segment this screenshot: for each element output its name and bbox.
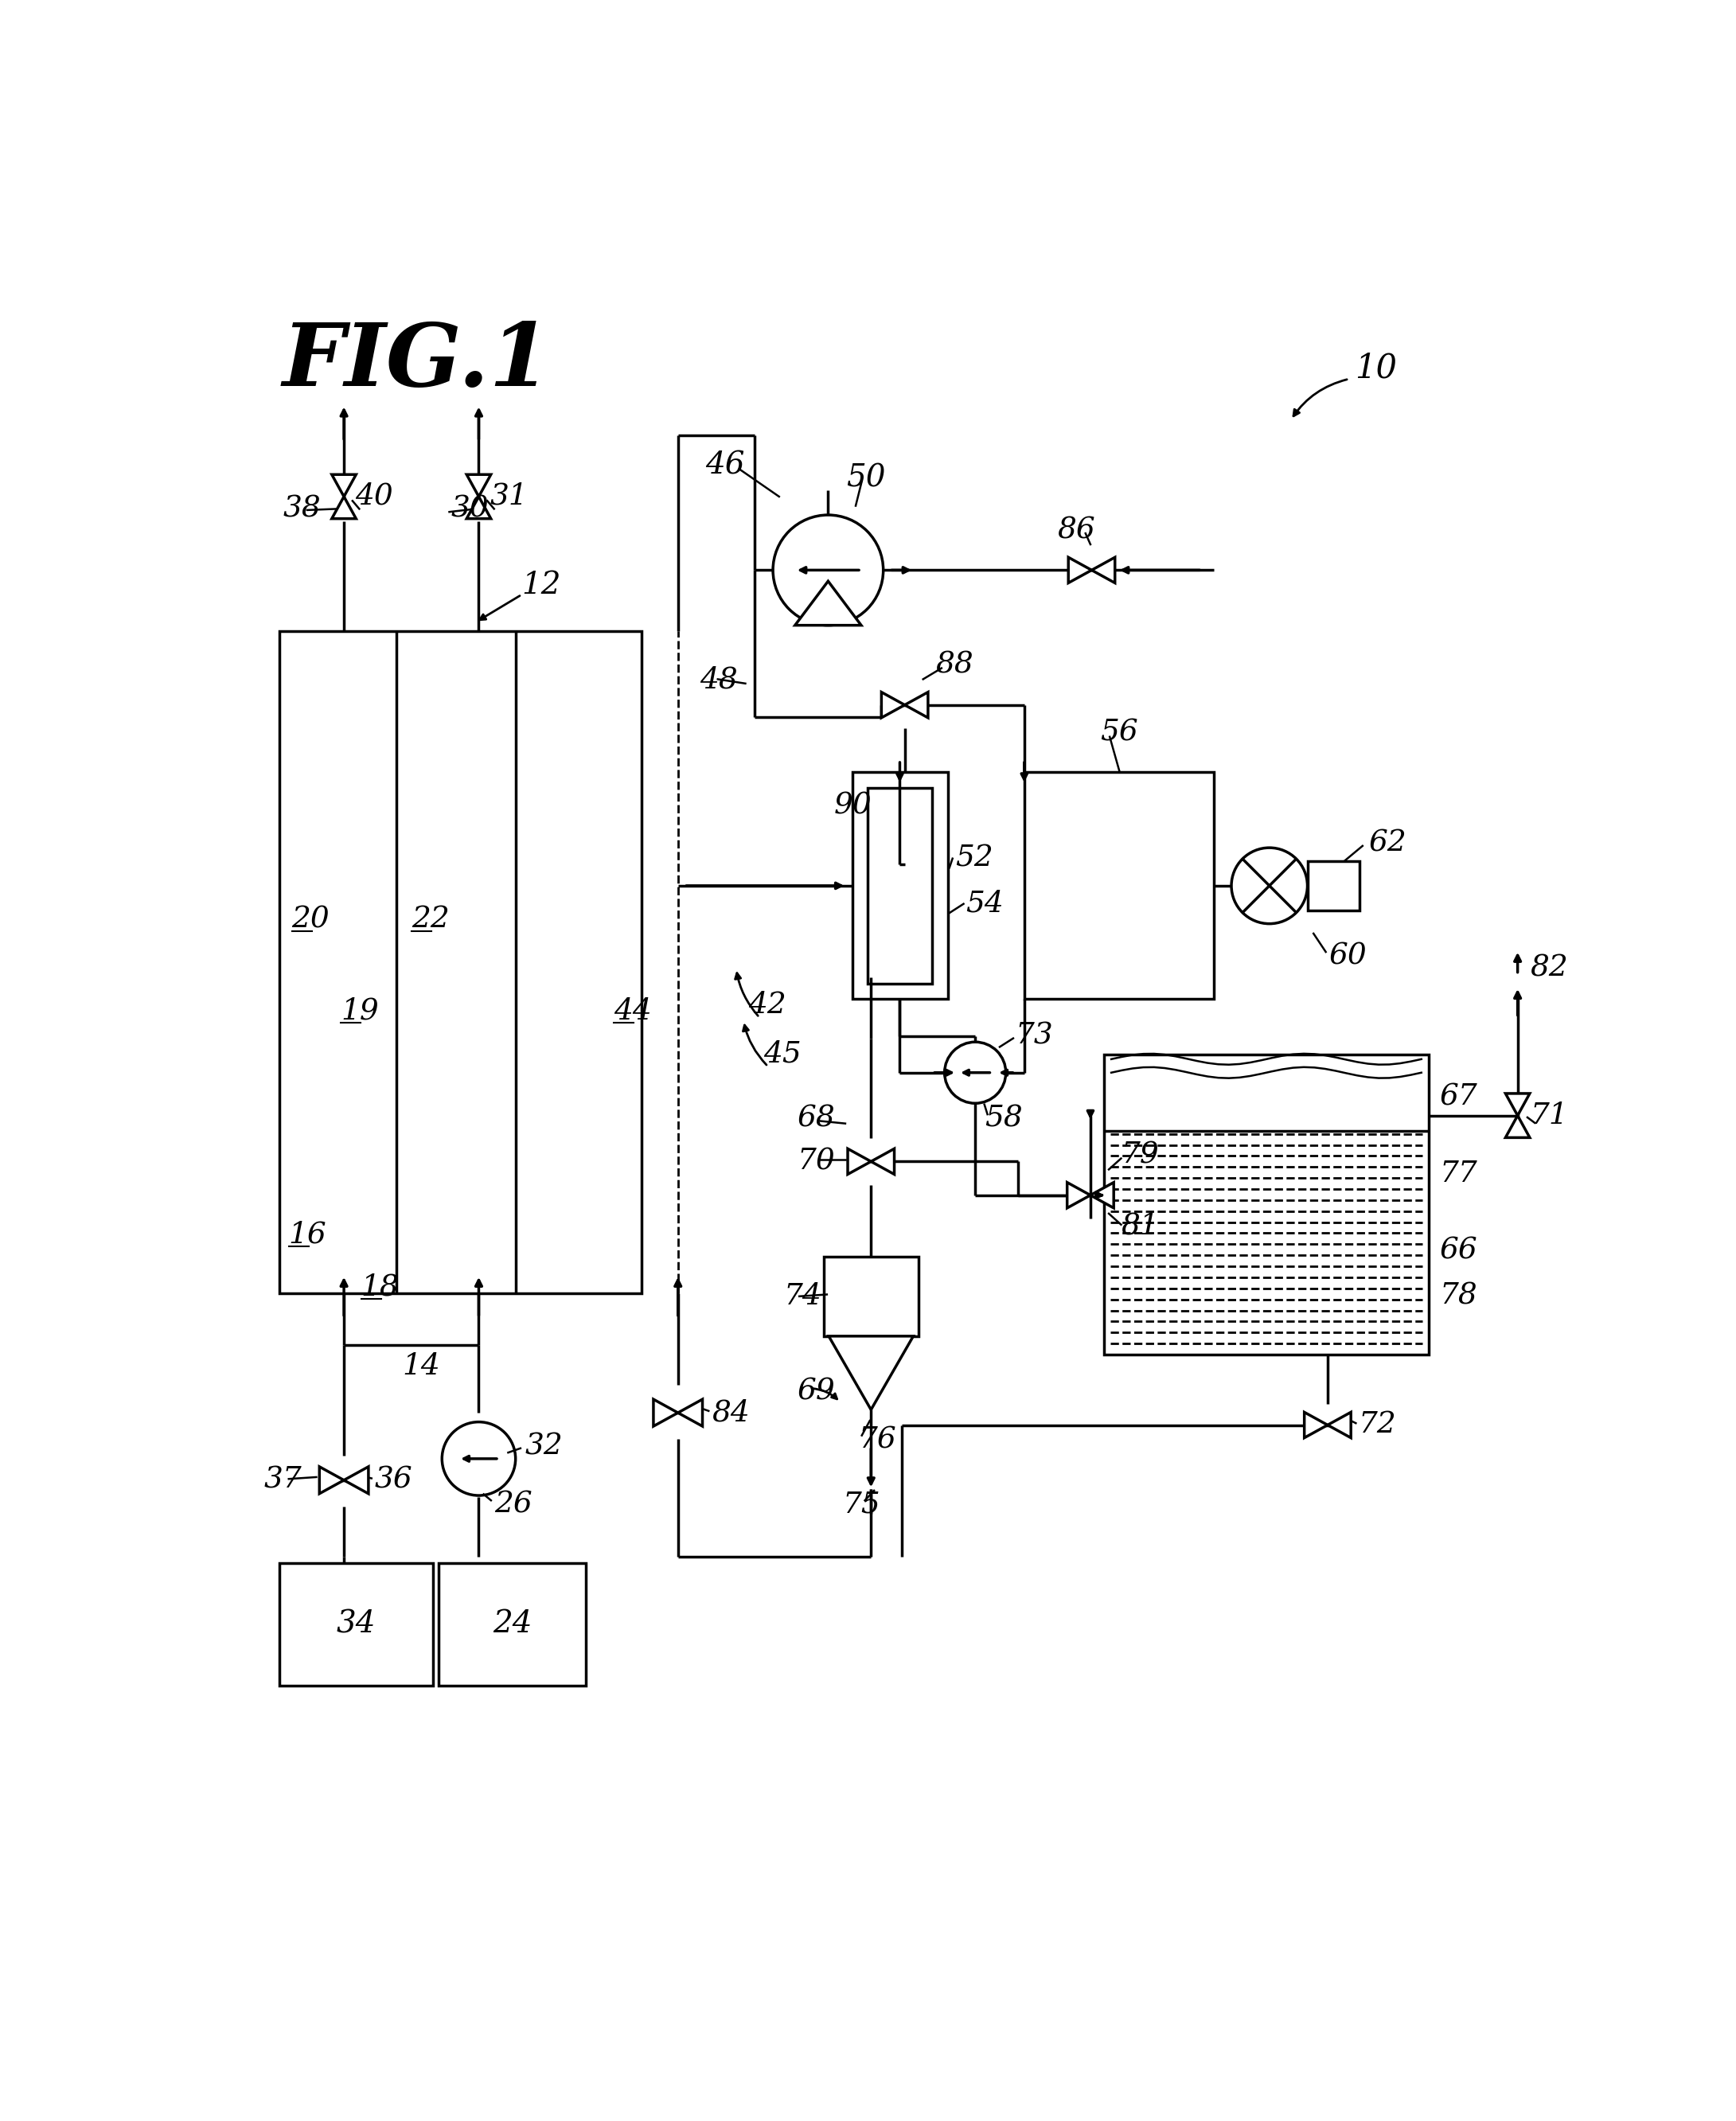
- Text: 31: 31: [490, 481, 528, 511]
- Text: 12: 12: [521, 571, 561, 600]
- Text: 60: 60: [1328, 942, 1366, 971]
- Polygon shape: [679, 1400, 703, 1425]
- Text: 20: 20: [292, 906, 330, 933]
- Text: 46: 46: [705, 452, 745, 481]
- Bar: [279, 632, 641, 1294]
- Text: 78: 78: [1439, 1281, 1477, 1311]
- Text: 37: 37: [264, 1466, 302, 1495]
- Text: 66: 66: [1439, 1237, 1477, 1264]
- Text: 76: 76: [859, 1425, 898, 1455]
- Polygon shape: [1068, 558, 1092, 583]
- Text: 72: 72: [1358, 1410, 1396, 1440]
- Text: 22: 22: [411, 906, 450, 933]
- Polygon shape: [1505, 1094, 1529, 1116]
- Text: 10: 10: [1356, 352, 1397, 384]
- Text: 36: 36: [375, 1466, 413, 1495]
- Polygon shape: [904, 691, 929, 717]
- Text: 84: 84: [712, 1398, 750, 1427]
- Polygon shape: [332, 496, 356, 520]
- Polygon shape: [319, 1468, 344, 1493]
- Polygon shape: [847, 1150, 871, 1175]
- Text: 69: 69: [797, 1377, 835, 1406]
- Text: 67: 67: [1439, 1084, 1477, 1111]
- Bar: [1024, 772, 1213, 999]
- Circle shape: [443, 1421, 516, 1495]
- Text: 62: 62: [1368, 829, 1406, 857]
- Bar: [1104, 1054, 1429, 1355]
- Polygon shape: [467, 475, 491, 496]
- Polygon shape: [344, 1468, 368, 1493]
- Circle shape: [944, 1041, 1005, 1103]
- Polygon shape: [795, 581, 861, 626]
- Bar: [825, 1256, 918, 1336]
- Polygon shape: [871, 1150, 894, 1175]
- Text: 86: 86: [1057, 515, 1095, 545]
- Text: 70: 70: [797, 1147, 835, 1175]
- Text: 82: 82: [1529, 954, 1568, 982]
- Polygon shape: [828, 1336, 913, 1410]
- Circle shape: [1231, 848, 1307, 925]
- Text: 88: 88: [936, 651, 974, 679]
- Polygon shape: [332, 475, 356, 496]
- Text: 77: 77: [1439, 1160, 1477, 1188]
- Text: 30: 30: [451, 494, 490, 524]
- Text: 19: 19: [340, 997, 378, 1027]
- Text: 24: 24: [493, 1610, 533, 1640]
- Polygon shape: [1304, 1413, 1328, 1438]
- Text: 75: 75: [842, 1491, 880, 1519]
- Text: 90: 90: [835, 791, 871, 821]
- Polygon shape: [1090, 1181, 1115, 1209]
- Bar: [439, 1563, 587, 1686]
- Text: 16: 16: [288, 1222, 326, 1249]
- Text: 81: 81: [1121, 1211, 1160, 1241]
- Text: 56: 56: [1101, 719, 1139, 747]
- Text: 18: 18: [361, 1273, 399, 1302]
- Bar: [279, 1563, 432, 1686]
- Text: 34: 34: [337, 1610, 377, 1640]
- Polygon shape: [1328, 1413, 1351, 1438]
- Text: 14: 14: [403, 1353, 441, 1381]
- Circle shape: [773, 515, 884, 626]
- Polygon shape: [1505, 1116, 1529, 1137]
- Text: 79: 79: [1121, 1141, 1160, 1169]
- Polygon shape: [467, 496, 491, 520]
- Bar: [868, 787, 932, 984]
- Text: 38: 38: [283, 494, 321, 524]
- Text: 68: 68: [797, 1105, 835, 1133]
- Polygon shape: [1068, 1181, 1090, 1209]
- Text: 52: 52: [955, 844, 993, 874]
- Text: 54: 54: [965, 889, 1003, 918]
- Bar: [852, 772, 948, 999]
- Polygon shape: [1092, 558, 1115, 583]
- Bar: [1307, 861, 1359, 910]
- Text: 32: 32: [524, 1432, 562, 1461]
- Text: 58: 58: [984, 1105, 1023, 1133]
- Text: 74: 74: [785, 1281, 821, 1311]
- Polygon shape: [882, 691, 904, 717]
- Text: 40: 40: [354, 481, 392, 511]
- Text: 71: 71: [1529, 1101, 1568, 1130]
- Polygon shape: [653, 1400, 679, 1425]
- Text: 26: 26: [495, 1491, 533, 1519]
- Text: 48: 48: [700, 666, 738, 696]
- Text: 73: 73: [1016, 1022, 1054, 1050]
- Text: 44: 44: [613, 997, 651, 1027]
- Text: 50: 50: [847, 464, 885, 492]
- Text: 45: 45: [764, 1039, 802, 1069]
- Text: FIG.1: FIG.1: [283, 318, 552, 405]
- Text: 42: 42: [748, 991, 786, 1020]
